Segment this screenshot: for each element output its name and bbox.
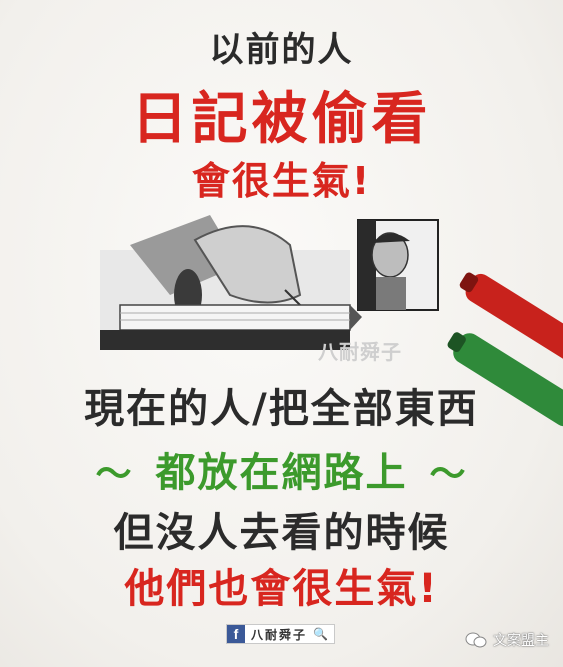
peeking-hair xyxy=(372,233,410,243)
heading-line-3: 會很生氣! xyxy=(191,159,372,203)
green-marker xyxy=(447,332,563,427)
markers-photo xyxy=(447,272,563,427)
body-line-6: 但沒人去看的時候 xyxy=(113,510,450,556)
facebook-icon: f xyxy=(227,625,245,643)
hand-shape xyxy=(193,225,302,304)
right-decoration: 〜 xyxy=(429,454,468,495)
facebook-page-name: 八耐舜子 xyxy=(251,627,308,642)
red-marker xyxy=(459,272,563,361)
facebook-search-bar: f 八耐舜子 🔍 xyxy=(226,624,335,644)
heading-line-1: 以前的人 xyxy=(209,30,354,70)
body-line-5: 〜 都放在網路上 〜 xyxy=(0,440,563,498)
line-5-text: 都放在網路上 xyxy=(155,450,408,496)
body-line-4: 現在的人/把全部東西 xyxy=(84,386,479,432)
illustration-watermark: 八耐舜子 xyxy=(318,340,402,364)
notebook-shape xyxy=(119,304,351,331)
pen-tip-shape xyxy=(350,305,362,330)
wechat-icon xyxy=(465,632,487,648)
desk-edge xyxy=(100,330,350,350)
diary-illustration xyxy=(100,215,439,350)
corner-watermark: 文案盟主 xyxy=(465,630,549,650)
heading-line-2: 日記被偷看 xyxy=(131,87,432,152)
body-line-7: 他們也會很生氣! xyxy=(124,566,439,612)
search-icon: 🔍 xyxy=(313,627,328,641)
left-decoration: 〜 xyxy=(95,454,134,495)
corner-watermark-text: 文案盟主 xyxy=(493,633,549,649)
